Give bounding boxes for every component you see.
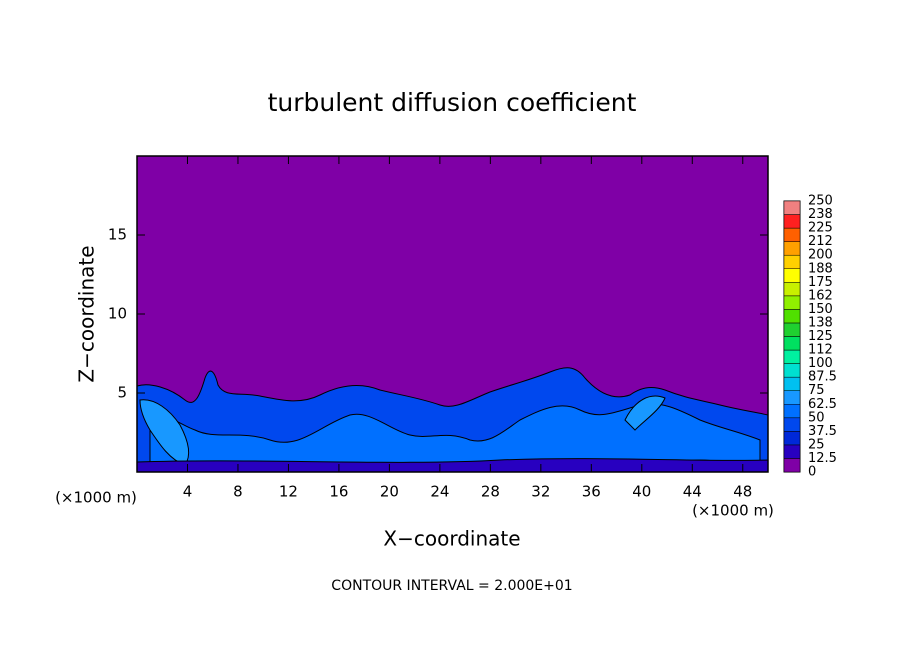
field xyxy=(136,156,769,473)
colorbar-label: 162 xyxy=(808,288,833,303)
colorbar-band xyxy=(783,431,801,446)
colorbar-label: 138 xyxy=(808,315,833,330)
y-tick-label: 5 xyxy=(117,384,127,402)
colorbar-band xyxy=(783,417,801,432)
x-tick-label: 36 xyxy=(582,483,601,501)
field-region xyxy=(149,403,761,473)
field-region xyxy=(624,395,666,431)
colorbar-label: 37.5 xyxy=(808,424,837,439)
x-tick-label: 44 xyxy=(683,483,702,501)
x-tick-label: 32 xyxy=(531,483,550,501)
x-tick-label: 28 xyxy=(481,483,500,501)
colorbar-label: 175 xyxy=(808,275,833,290)
y-unit-label: (×1000 m) xyxy=(55,489,137,507)
colorbar-label: 200 xyxy=(808,248,833,263)
colorbar-label: 250 xyxy=(808,194,833,209)
colorbar-label: 87.5 xyxy=(808,370,837,385)
colorbar-label: 212 xyxy=(808,234,833,249)
colorbar-band xyxy=(783,241,801,256)
colorbar-band xyxy=(783,322,801,337)
colorbar-label: 188 xyxy=(808,261,833,276)
colorbar-label: 50 xyxy=(808,410,825,425)
colorbar-band xyxy=(783,349,801,364)
colorbar-band xyxy=(783,268,801,283)
colorbar-label: 100 xyxy=(808,356,833,371)
colorbar-band xyxy=(783,282,801,297)
colorbar-band xyxy=(783,200,801,215)
colorbar-band xyxy=(783,227,801,242)
colorbar-band xyxy=(783,309,801,324)
x-axis-label: X−coordinate xyxy=(383,527,520,551)
chart-title: turbulent diffusion coefficient xyxy=(268,88,637,117)
colorbar-band xyxy=(783,254,801,269)
colorbar-band xyxy=(783,376,801,391)
colorbar-label: 62.5 xyxy=(808,397,837,412)
colorbar-band xyxy=(783,444,801,459)
x-unit-label: (×1000 m) xyxy=(692,502,774,520)
colorbar-label: 25 xyxy=(808,437,825,452)
colorbar-label: 150 xyxy=(808,302,833,317)
colorbar-label: 112 xyxy=(808,343,833,358)
colorbar-band xyxy=(783,390,801,405)
x-tick-label: 12 xyxy=(279,483,298,501)
y-tick-label: 15 xyxy=(108,226,127,244)
colorbar-band xyxy=(783,295,801,310)
x-tick-label: 48 xyxy=(733,483,752,501)
x-tick-label: 40 xyxy=(632,483,651,501)
colorbar-band xyxy=(783,404,801,419)
field-region xyxy=(136,458,769,473)
colorbar-label: 0 xyxy=(808,465,816,480)
x-tick-label: 24 xyxy=(430,483,449,501)
colorbar-label: 12.5 xyxy=(808,451,837,466)
colorbar-band xyxy=(783,458,801,473)
annotation: CONTOUR INTERVAL = 2.000E+01 xyxy=(331,578,572,594)
x-tick-label: 16 xyxy=(329,483,348,501)
colorbar-label: 238 xyxy=(808,207,833,222)
colorbar-band xyxy=(783,336,801,351)
y-tick-label: 10 xyxy=(108,305,127,323)
colorbar-band xyxy=(783,363,801,378)
x-tick-label: 20 xyxy=(380,483,399,501)
colorbar-label: 75 xyxy=(808,383,825,398)
colorbar-label: 125 xyxy=(808,329,833,344)
x-tick-label: 8 xyxy=(233,483,243,501)
colorbar-band xyxy=(783,214,801,229)
x-tick-label: 4 xyxy=(183,483,193,501)
y-axis-label: Z−coordinate xyxy=(75,245,99,382)
colorbar-label: 225 xyxy=(808,221,833,236)
